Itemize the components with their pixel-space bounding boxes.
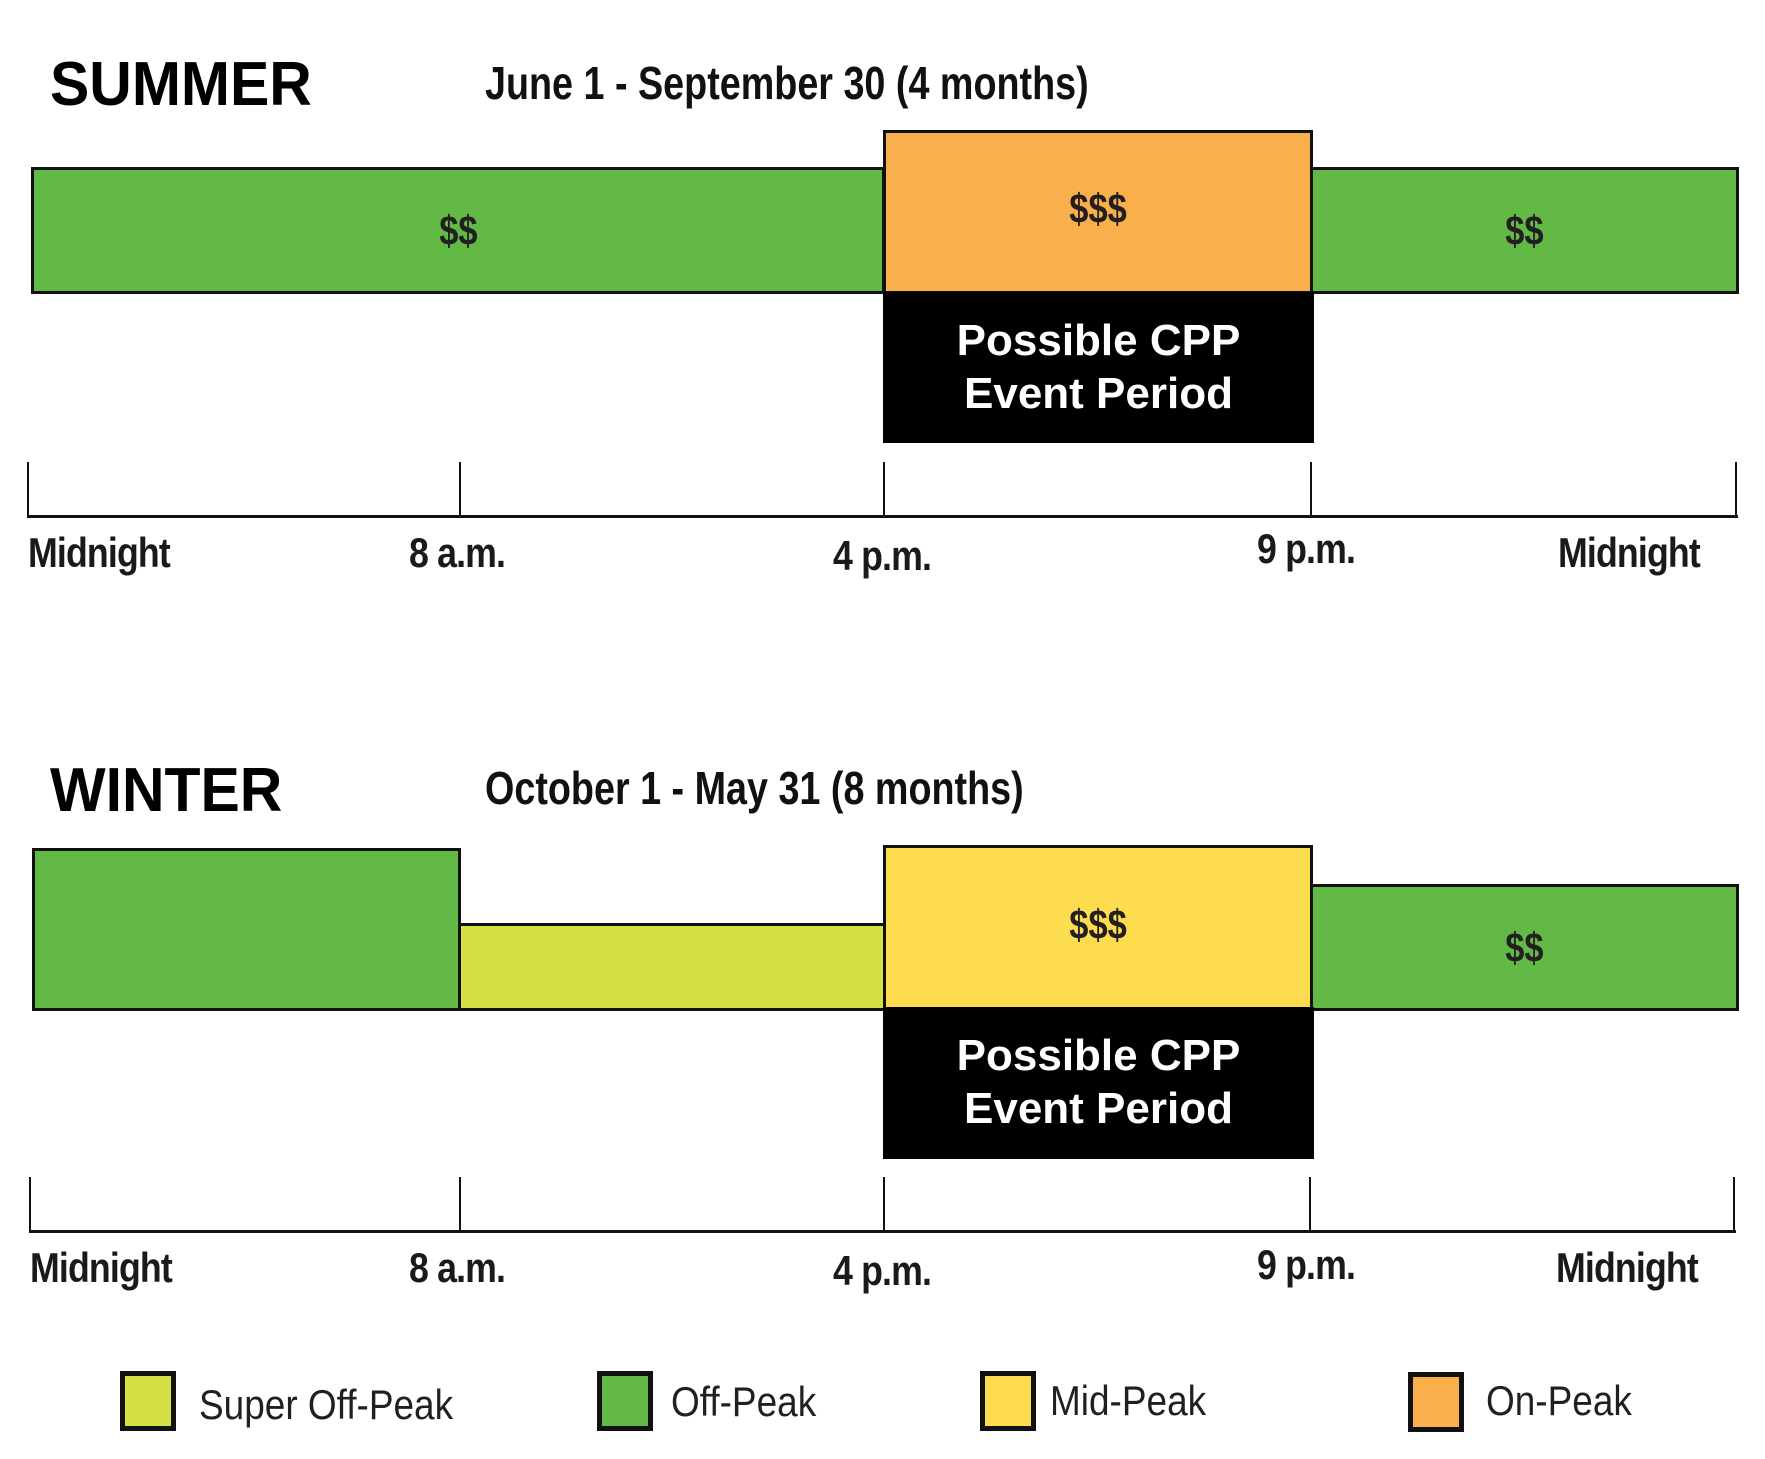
summer-off-peak-morning-block: $$ <box>31 167 885 294</box>
super-off-peak-swatch-icon <box>120 1371 176 1431</box>
axis-label-9pm: 9 p.m. <box>1257 525 1356 572</box>
summer-on-peak-block: $$$ <box>883 130 1313 294</box>
axis-tick <box>883 1177 885 1232</box>
axis-line <box>27 515 1738 518</box>
axis-tick <box>1733 1177 1735 1232</box>
axis-label-midnight-end: Midnight <box>1558 529 1701 576</box>
axis-label-midnight-start: Midnight <box>28 529 171 576</box>
mid-peak-swatch-icon <box>980 1371 1036 1431</box>
axis-line <box>29 1230 1736 1233</box>
legend-label: Mid-Peak <box>1050 1377 1207 1424</box>
price-indicator: $$ <box>438 206 478 254</box>
axis-tick <box>1310 462 1312 517</box>
axis-label-9pm: 9 p.m. <box>1257 1241 1356 1288</box>
axis-tick <box>883 462 885 517</box>
axis-tick <box>459 462 461 517</box>
winter-cpp-event-box: Possible CPP Event Period <box>883 1007 1314 1159</box>
winter-off-peak-evening-block: $$ <box>1310 884 1739 1011</box>
axis-tick <box>27 462 29 517</box>
winter-title: WINTER <box>50 756 283 825</box>
axis-label-midnight-start: Midnight <box>30 1244 173 1291</box>
axis-label-8am: 8 a.m. <box>409 529 506 576</box>
off-peak-swatch-icon <box>597 1371 653 1431</box>
on-peak-swatch-icon <box>1408 1372 1464 1432</box>
axis-label-midnight-end: Midnight <box>1556 1244 1699 1291</box>
cpp-line-2: Event Period <box>964 1084 1233 1133</box>
summer-dates: June 1 - September 30 (4 months) <box>485 57 1089 109</box>
winter-dates: October 1 - May 31 (8 months) <box>485 762 1024 814</box>
summer-off-peak-evening-block: $$ <box>1310 167 1739 294</box>
summer-title: SUMMER <box>50 50 312 119</box>
legend-label: Super Off-Peak <box>199 1381 454 1428</box>
cpp-line-2: Event Period <box>964 368 1233 418</box>
winter-super-off-peak-block <box>458 923 886 1011</box>
cpp-line-1: Possible CPP <box>956 315 1241 365</box>
winter-off-peak-morning-block <box>32 848 461 1011</box>
price-indicator: $$ <box>1505 923 1544 971</box>
axis-tick <box>1309 1177 1311 1232</box>
axis-label-8am: 8 a.m. <box>409 1244 506 1291</box>
legend-label: On-Peak <box>1486 1377 1632 1424</box>
winter-mid-peak-block: $$$ <box>883 845 1313 1010</box>
summer-cpp-event-box: Possible CPP Event Period <box>883 292 1314 443</box>
axis-label-4pm: 4 p.m. <box>833 1247 932 1294</box>
axis-tick <box>1735 462 1737 517</box>
axis-tick <box>29 1177 31 1232</box>
price-indicator: $$$ <box>1069 900 1127 948</box>
price-indicator: $$$ <box>1069 185 1127 232</box>
price-indicator: $$ <box>1505 206 1544 254</box>
axis-label-4pm: 4 p.m. <box>833 532 932 579</box>
legend-label: Off-Peak <box>671 1378 817 1425</box>
axis-tick <box>459 1177 461 1232</box>
cpp-line-1: Possible CPP <box>956 1031 1241 1081</box>
